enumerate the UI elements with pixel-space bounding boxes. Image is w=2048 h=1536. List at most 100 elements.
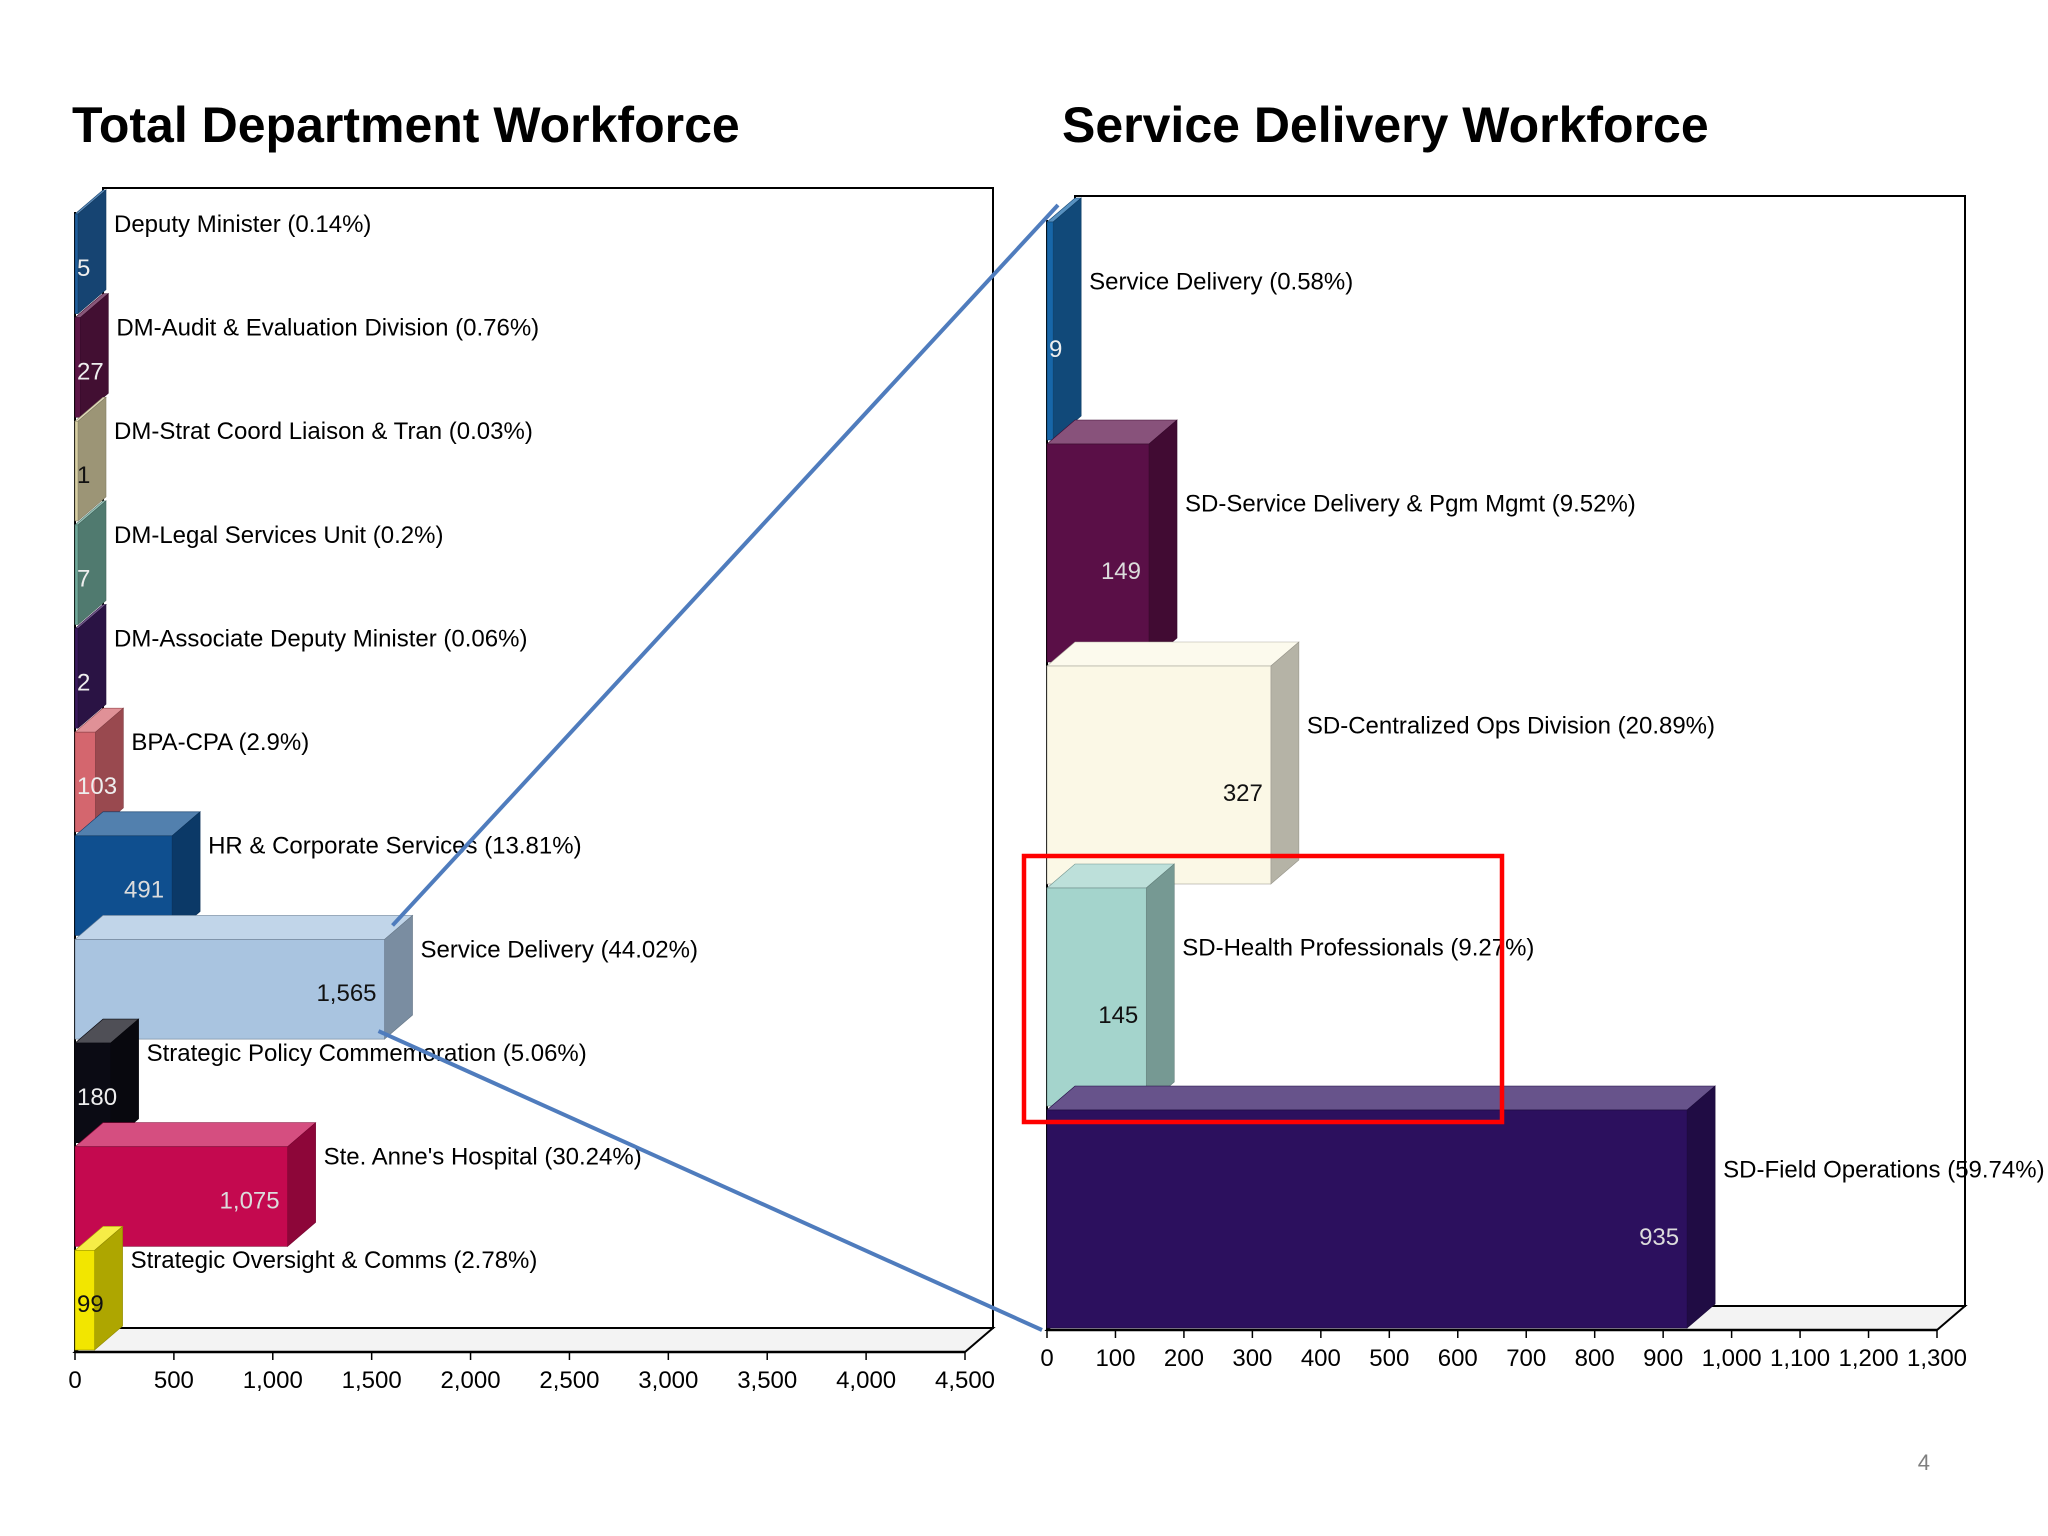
bar: 1 DM-Strat Coord Liaison & Tran (0.03%) [74, 396, 533, 522]
bar-side-face [1148, 419, 1178, 663]
bar: 935 SD-Field Operations (59.74%) [1046, 1085, 2045, 1329]
bar-category-label: Service Delivery (44.02%) [421, 936, 698, 963]
bar: 103 BPA-CPA (2.9%) [74, 707, 309, 833]
x-tick-label: 1,100 [1770, 1345, 1830, 1372]
bar-front-face [74, 420, 79, 522]
bar-category-label: SD-Health Professionals (9.27%) [1182, 935, 1534, 962]
bar: 180 Strategic Policy Commemoration (5.06%… [74, 1018, 587, 1144]
bar-category-label: DM-Audit & Evaluation Division (0.76%) [116, 314, 539, 341]
bar-value-label: 103 [77, 773, 117, 800]
bar-category-label: SD-Centralized Ops Division (20.89%) [1307, 713, 1715, 740]
bar-front-face [1046, 665, 1272, 885]
x-tick-label: 1,000 [1702, 1345, 1762, 1372]
bar-front-face [74, 1250, 95, 1351]
overlays [377, 203, 1505, 1332]
x-tick-label: 4,000 [836, 1367, 896, 1394]
bar-value-label: 2 [77, 669, 90, 696]
x-tick-label: 3,000 [638, 1367, 698, 1394]
bar-front-face [74, 524, 79, 625]
bar-front-face [1046, 887, 1147, 1107]
x-tick-label: 1,300 [1907, 1345, 1967, 1372]
service-delivery-chart: 0 100 200 300 400 500 600 700 800 900 1,000 1,100 1,… [1040, 195, 2045, 1372]
bar-top-face [74, 915, 414, 940]
bar-value-label: 145 [1098, 1002, 1138, 1029]
bar-front-face [1046, 443, 1150, 663]
bar: 327 SD-Centralized Ops Division (20.89%) [1046, 641, 1715, 885]
bar-top-face [1046, 641, 1300, 667]
bar-front-face [74, 628, 79, 729]
bar: 99 Strategic Oversight & Comms (2.78%) [74, 1225, 538, 1351]
bar-value-label: 935 [1639, 1224, 1679, 1251]
x-tick-label: 4,500 [935, 1367, 995, 1394]
x-tick-label: 400 [1301, 1345, 1341, 1372]
zoom-connector-top [391, 203, 1060, 927]
highlight-box [1021, 853, 1505, 1125]
x-tick-label: 700 [1506, 1345, 1546, 1372]
bar-value-label: 149 [1101, 558, 1141, 585]
right-chart-title: Service Delivery Workforce [1062, 97, 1709, 153]
bar: 149 SD-Service Delivery & Pgm Mgmt (9.52%… [1046, 419, 1636, 663]
bar-front-face [74, 213, 79, 314]
bar-front-face [1046, 1109, 1688, 1329]
bar-category-label: Deputy Minister (0.14%) [114, 211, 371, 238]
bar: 145 SD-Health Professionals (9.27%) [1046, 863, 1534, 1107]
x-tick-label: 3,500 [737, 1367, 797, 1394]
x-tick-label: 600 [1438, 1345, 1478, 1372]
bar-value-label: 27 [77, 358, 104, 385]
bar-category-label: Strategic Policy Commemoration (5.06%) [147, 1040, 587, 1067]
bar-side-face [1270, 641, 1300, 885]
bar-category-label: SD-Field Operations (59.74%) [1723, 1157, 2044, 1184]
x-tick-label: 300 [1232, 1345, 1272, 1372]
x-tick-label: 100 [1095, 1345, 1135, 1372]
bar-top-face [74, 1122, 317, 1148]
plot-floor [72, 1327, 996, 1353]
bar-value-label: 5 [77, 255, 90, 282]
bar: 9 Service Delivery (0.58%) [1046, 197, 1353, 441]
bar-value-label: 7 [77, 566, 90, 593]
left-chart-title: Total Department Workforce [72, 97, 740, 153]
bar-value-label: 327 [1223, 780, 1263, 807]
bar-category-label: DM-Associate Deputy Minister (0.06%) [114, 625, 527, 652]
bar-top-face [1046, 1085, 1716, 1111]
bar-category-label: Ste. Anne's Hospital (30.24%) [324, 1144, 642, 1171]
bar-category-label: DM-Strat Coord Liaison & Tran (0.03%) [114, 418, 533, 445]
bar-front-face [1046, 221, 1054, 441]
bar-value-label: 9 [1049, 336, 1062, 363]
x-tick-label: 800 [1575, 1345, 1615, 1372]
bar-value-label: 99 [77, 1291, 104, 1318]
bar: 5 Deputy Minister (0.14%) [74, 189, 371, 315]
x-tick-label: 500 [1369, 1345, 1409, 1372]
x-tick-label: 2,000 [441, 1367, 501, 1394]
bar-value-label: 491 [124, 877, 164, 904]
bar-value-label: 1 [77, 462, 90, 489]
bar-value-label: 1,565 [316, 980, 376, 1007]
total-workforce-chart: 0 500 1,000 1,500 2,000 2,500 3,000 3,500 4,000 4… [68, 187, 996, 1394]
bar: 2 DM-Associate Deputy Minister (0.06%) [74, 603, 527, 729]
bar: 1,075 Ste. Anne's Hospital (30.24%) [74, 1122, 642, 1248]
bar-value-label: 1,075 [220, 1188, 280, 1215]
bar-category-label: Strategic Oversight & Comms (2.78%) [131, 1247, 538, 1274]
bar: 27 DM-Audit & Evaluation Division (0.76%) [74, 292, 539, 418]
x-tick-label: 1,000 [243, 1367, 303, 1394]
bar-category-label: Service Delivery (0.58%) [1089, 269, 1353, 296]
bar-side-face [1686, 1085, 1716, 1329]
bar: 1,565 Service Delivery (44.02%) [74, 914, 698, 1040]
bar-category-label: BPA-CPA (2.9%) [131, 729, 309, 756]
x-tick-label: 2,500 [539, 1367, 599, 1394]
bar-front-face [74, 317, 81, 418]
bar-category-label: DM-Legal Services Unit (0.2%) [114, 522, 443, 549]
x-tick-label: 0 [1040, 1345, 1053, 1372]
bar-value-label: 180 [77, 1084, 117, 1111]
x-tick-label: 1,200 [1839, 1345, 1899, 1372]
x-tick-label: 1,500 [342, 1367, 402, 1394]
bar-side-face [1052, 197, 1082, 441]
x-tick-label: 900 [1643, 1345, 1683, 1372]
bar-category-label: SD-Service Delivery & Pgm Mgmt (9.52%) [1185, 491, 1636, 518]
x-tick-label: 200 [1164, 1345, 1204, 1372]
x-tick-label: 0 [68, 1367, 81, 1394]
page-number: 4 [1917, 1450, 1930, 1475]
bar-side-face [1145, 863, 1175, 1107]
bar-category-label: HR & Corporate Services (13.81%) [208, 833, 581, 860]
zoom-connector-bottom [377, 1029, 1043, 1332]
